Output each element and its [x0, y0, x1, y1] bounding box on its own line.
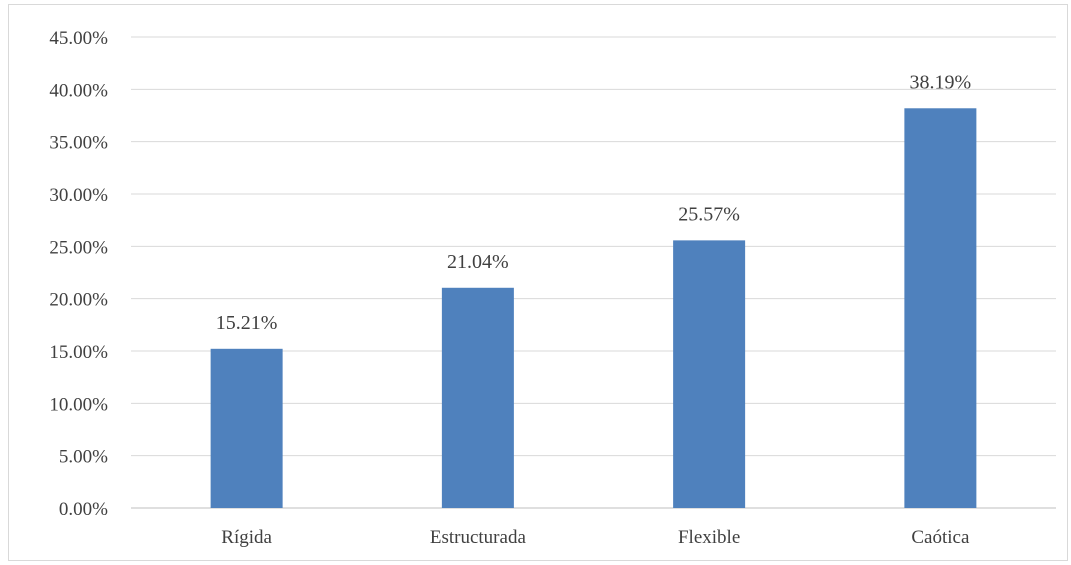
y-tick-label: 5.00%	[59, 447, 108, 468]
bar-flexible	[673, 240, 746, 508]
x-category-label: Flexible	[678, 527, 740, 548]
y-tick-label: 45.00%	[49, 28, 108, 49]
bar-caotica	[904, 108, 977, 508]
y-tick-label: 15.00%	[49, 342, 108, 363]
gridlines	[131, 36, 1056, 509]
chart-frame	[8, 4, 1068, 561]
bar-estructurada	[441, 287, 514, 508]
y-tick-label: 0.00%	[59, 499, 108, 520]
y-tick-label: 35.00%	[49, 133, 108, 154]
x-category-label: Estructurada	[430, 527, 527, 548]
x-axis-categories: Rígida Estructurada Flexible Caótica	[221, 527, 970, 548]
data-label: 21.04%	[447, 251, 509, 273]
data-label: 38.19%	[910, 71, 972, 93]
y-axis-ticks: 0.00% 5.00% 10.00% 15.00% 20.00% 25.00% 30.00%…	[49, 28, 108, 520]
y-tick-label: 20.00%	[49, 290, 108, 311]
y-tick-label: 25.00%	[49, 237, 108, 258]
bars	[210, 108, 977, 508]
data-label: 15.21%	[216, 312, 278, 334]
y-tick-label: 40.00%	[49, 80, 108, 101]
bar-rigida	[210, 348, 283, 508]
data-label: 25.57%	[678, 203, 740, 225]
data-labels: 15.21% 21.04% 25.57% 38.19%	[216, 71, 971, 334]
y-tick-label: 10.00%	[49, 394, 108, 415]
x-category-label: Caótica	[911, 527, 970, 548]
x-category-label: Rígida	[221, 527, 272, 548]
y-tick-label: 30.00%	[49, 185, 108, 206]
